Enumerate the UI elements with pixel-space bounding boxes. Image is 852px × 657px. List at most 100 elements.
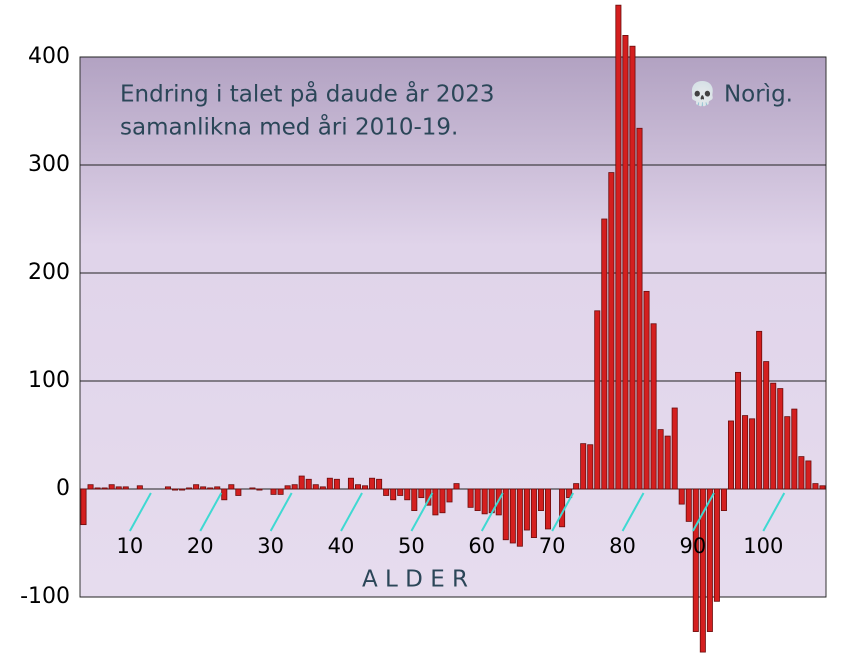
bar — [615, 4, 622, 490]
bar — [291, 484, 298, 490]
bar — [277, 488, 284, 495]
x-tick-label: 50 — [398, 534, 425, 558]
bar — [221, 488, 228, 501]
bar — [720, 488, 727, 512]
bar — [756, 330, 763, 490]
bar — [115, 486, 122, 490]
bar — [376, 478, 383, 490]
bar — [727, 420, 734, 490]
bar — [819, 485, 826, 490]
x-axis-label: A L D E R — [362, 567, 468, 593]
bar — [432, 488, 439, 516]
bar — [256, 488, 263, 491]
bar — [326, 477, 333, 490]
y-tick-label: 0 — [56, 476, 70, 501]
bar — [453, 483, 460, 490]
x-tick-label: 90 — [680, 534, 707, 558]
bar — [763, 361, 770, 490]
x-tick-pointer — [762, 492, 786, 532]
bar — [671, 407, 678, 490]
bar — [580, 443, 587, 490]
bar — [699, 488, 706, 653]
x-tick-label: 70 — [539, 534, 566, 558]
x-tick-label: 20 — [187, 534, 214, 558]
bar — [530, 488, 537, 538]
bar — [481, 488, 488, 515]
bar — [791, 408, 798, 490]
y-tick-label: 100 — [28, 368, 70, 393]
bar — [735, 371, 742, 490]
chart-subtitle: samanlikna med åri 2010-19. — [120, 113, 458, 141]
annotation: 💀 Norìg. — [688, 81, 793, 108]
bar — [108, 484, 115, 490]
bar — [270, 488, 277, 495]
x-tick-pointer — [410, 492, 434, 532]
bar — [566, 488, 573, 499]
bar — [798, 456, 805, 490]
bar — [650, 323, 657, 490]
bar — [312, 484, 319, 490]
bar — [706, 488, 713, 632]
bar — [80, 488, 87, 526]
bar — [523, 488, 530, 531]
y-tick-label: 300 — [28, 152, 70, 177]
bar — [354, 484, 361, 490]
bar — [587, 444, 594, 490]
bar — [193, 484, 200, 490]
x-tick-pointer — [692, 492, 715, 532]
bar — [362, 485, 369, 490]
y-tick-label: 200 — [28, 260, 70, 285]
bar — [228, 484, 235, 490]
bar — [305, 478, 312, 490]
bar — [805, 460, 812, 490]
x-tick-pointer — [551, 492, 575, 532]
bar — [200, 486, 207, 490]
bar — [749, 418, 756, 490]
bar — [601, 218, 608, 490]
bar — [784, 416, 791, 490]
bar — [333, 478, 340, 490]
bar — [622, 35, 629, 490]
bar — [87, 484, 94, 490]
bar — [347, 477, 354, 490]
y-tick-label: 400 — [28, 44, 70, 69]
bar — [439, 488, 446, 514]
bar — [573, 483, 580, 490]
chart-title: Endring i talet på daude år 2023 — [120, 80, 494, 108]
bar — [101, 487, 108, 490]
bar — [545, 488, 552, 530]
bar — [136, 485, 143, 490]
x-tick-pointer — [199, 492, 223, 532]
bar — [594, 310, 601, 490]
bar — [777, 388, 784, 490]
bar — [186, 487, 193, 490]
bar — [678, 488, 685, 505]
bar — [509, 488, 516, 544]
bar — [390, 488, 397, 501]
x-tick-pointer — [621, 492, 645, 532]
bar — [643, 290, 650, 490]
bar — [502, 488, 509, 541]
bar — [411, 488, 418, 512]
bar — [608, 172, 615, 490]
bar — [713, 488, 720, 602]
bar — [249, 487, 256, 490]
x-tick-pointer — [480, 492, 504, 532]
x-tick-pointer — [129, 492, 152, 532]
bar — [172, 488, 179, 491]
bar — [319, 486, 326, 490]
bar — [446, 488, 453, 503]
bar — [369, 477, 376, 490]
bar — [418, 488, 425, 499]
bar — [207, 487, 214, 490]
bar — [164, 486, 171, 490]
bar — [812, 483, 819, 490]
bar — [657, 429, 664, 490]
bar — [467, 488, 474, 508]
x-tick-label: 100 — [743, 534, 783, 558]
bar — [629, 45, 636, 490]
bar — [692, 488, 699, 632]
bar — [122, 486, 129, 490]
bar — [770, 382, 777, 490]
bar — [214, 486, 221, 490]
